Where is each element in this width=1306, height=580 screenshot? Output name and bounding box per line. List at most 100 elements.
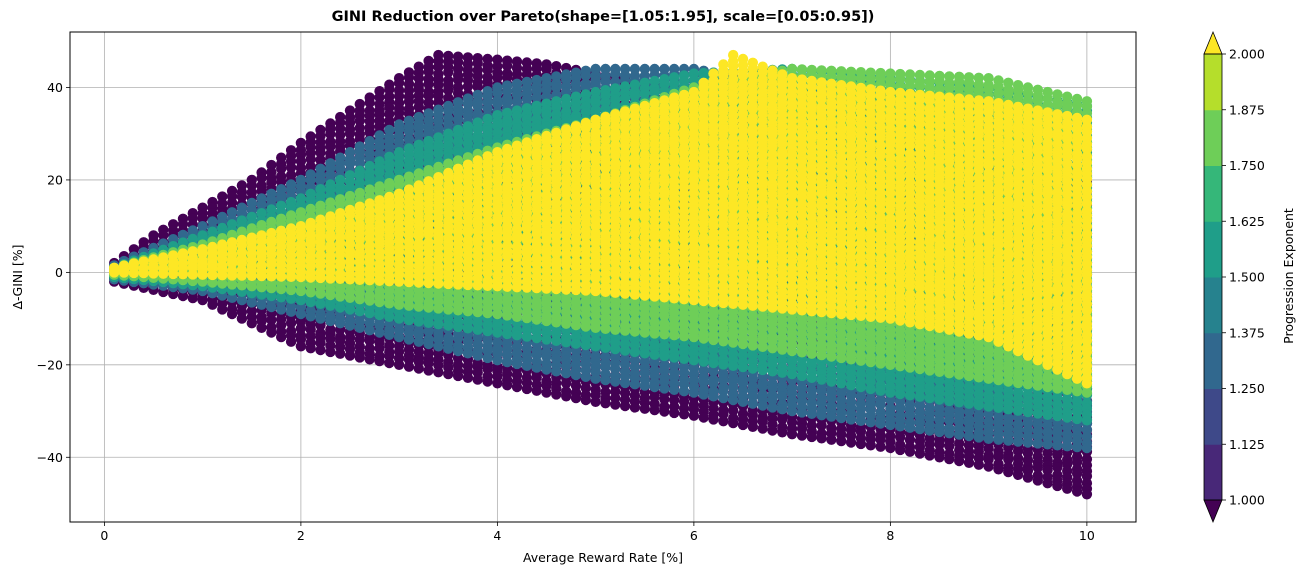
data-point xyxy=(974,460,984,470)
data-point xyxy=(875,442,885,452)
data-point xyxy=(895,445,905,455)
data-point xyxy=(384,358,394,368)
data-point xyxy=(1013,470,1023,480)
data-point xyxy=(610,399,620,409)
data-point xyxy=(1023,472,1033,482)
data-point xyxy=(659,406,669,416)
data-point xyxy=(561,391,571,401)
data-point xyxy=(325,316,335,326)
data-point xyxy=(699,412,709,422)
data-point xyxy=(247,297,257,307)
data-point xyxy=(453,371,463,381)
data-point xyxy=(276,304,286,314)
data-point xyxy=(885,443,895,453)
data-point xyxy=(630,402,640,412)
data-point xyxy=(748,422,758,432)
chart-title: GINI Reduction over Pareto(shape=[1.05:1… xyxy=(332,9,875,25)
data-point xyxy=(335,349,345,359)
data-point xyxy=(394,360,404,370)
data-point xyxy=(404,362,414,372)
data-point xyxy=(836,436,846,446)
data-point xyxy=(620,401,630,411)
data-point xyxy=(826,435,836,445)
data-point xyxy=(1052,481,1062,491)
data-point xyxy=(787,429,797,439)
data-point xyxy=(345,350,355,360)
data-point xyxy=(256,323,266,333)
data-point xyxy=(777,427,787,437)
data-point xyxy=(306,343,316,353)
data-point xyxy=(247,318,257,328)
data-point xyxy=(433,367,443,377)
data-point xyxy=(846,437,856,447)
data-point xyxy=(728,418,738,428)
data-point xyxy=(807,432,817,442)
data-point xyxy=(669,408,679,418)
data-point xyxy=(227,309,237,319)
data-point xyxy=(541,387,551,397)
data-point xyxy=(689,411,699,421)
data-point xyxy=(1033,475,1043,485)
data-point xyxy=(1003,467,1013,477)
data-point xyxy=(679,409,689,419)
data-point xyxy=(266,327,276,337)
data-point xyxy=(797,430,807,440)
data-point xyxy=(954,456,964,466)
data-point xyxy=(964,458,974,468)
data-point xyxy=(983,461,993,471)
data-point xyxy=(1072,486,1082,496)
data-point xyxy=(532,386,542,396)
data-point xyxy=(256,300,266,310)
data-point xyxy=(296,341,306,351)
data-point xyxy=(306,311,316,321)
data-point xyxy=(502,380,512,390)
data-point xyxy=(522,384,532,394)
data-point xyxy=(816,433,826,443)
data-point xyxy=(571,393,581,403)
data-point xyxy=(443,369,453,379)
data-point xyxy=(296,309,306,319)
data-point xyxy=(905,447,915,457)
data-point xyxy=(708,414,718,424)
data-point xyxy=(482,376,492,386)
data-point xyxy=(934,452,944,462)
data-point xyxy=(325,347,335,357)
data-point xyxy=(365,354,375,364)
data-point xyxy=(856,439,866,449)
data-point xyxy=(993,464,1003,474)
data-point xyxy=(738,420,748,430)
data-point xyxy=(866,440,876,450)
data-point xyxy=(590,397,600,407)
data-point xyxy=(492,378,502,388)
data-point xyxy=(473,374,483,384)
data-point xyxy=(197,295,207,305)
data-point xyxy=(718,416,728,426)
data-point xyxy=(315,345,325,355)
data-point xyxy=(423,365,433,375)
data-point xyxy=(207,300,217,310)
data-point xyxy=(463,373,473,383)
data-point xyxy=(640,404,650,414)
data-point xyxy=(767,425,777,435)
data-point xyxy=(649,405,659,415)
data-point xyxy=(915,448,925,458)
data-point xyxy=(581,395,591,405)
data-point xyxy=(276,332,286,342)
data-point xyxy=(286,337,296,347)
data-point xyxy=(355,352,365,362)
data-point xyxy=(266,302,276,312)
data-point xyxy=(1042,478,1052,488)
data-point xyxy=(600,398,610,408)
data-point xyxy=(944,454,954,464)
data-point xyxy=(237,313,247,323)
data-point xyxy=(414,363,424,373)
data-point xyxy=(1082,489,1092,499)
data-point xyxy=(217,304,227,314)
data-point xyxy=(374,356,384,366)
data-point xyxy=(315,313,325,323)
data-point xyxy=(758,423,768,433)
data-point xyxy=(512,382,522,392)
data-point xyxy=(286,307,296,317)
data-point xyxy=(925,450,935,460)
